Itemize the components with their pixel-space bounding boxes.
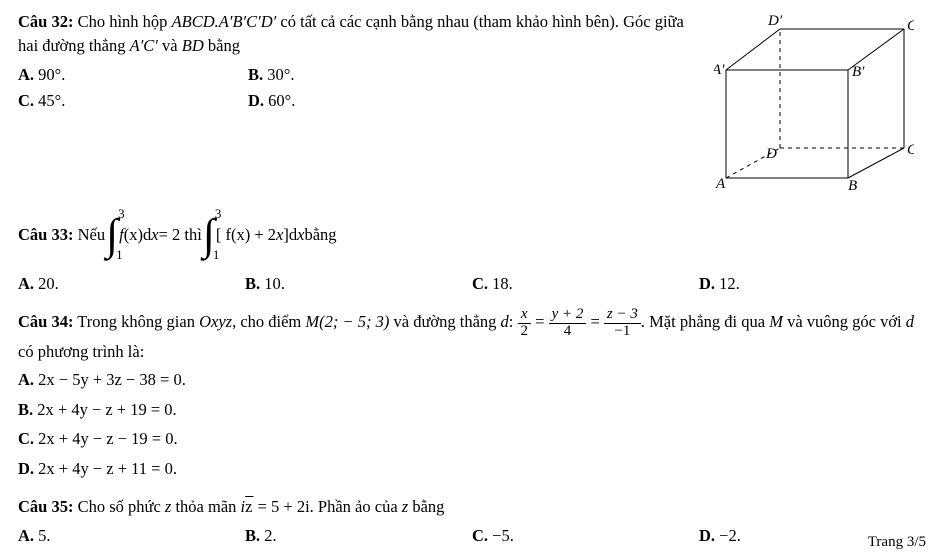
eq1: = xyxy=(531,312,549,331)
q33-optD: 12. xyxy=(715,274,740,293)
q33-mid: = 2 thì xyxy=(159,223,202,247)
integral-2: ∫31 xyxy=(202,215,216,255)
q32-optC-l: C. xyxy=(18,91,34,110)
integrand2d: ]d xyxy=(283,225,297,244)
q34-stem-e: và vuông góc với xyxy=(783,312,906,331)
q35-stem-a: Cho số phức xyxy=(73,497,164,516)
q34-stem-b: , cho điểm xyxy=(232,312,305,331)
q34-optB: 2x + 4y − z + 19 = 0. xyxy=(33,400,177,419)
f1d: 2 xyxy=(518,323,532,340)
q32-optD-l: D. xyxy=(248,91,264,110)
q35-optB: 2. xyxy=(260,526,277,545)
q33-optD-l: D. xyxy=(699,274,715,293)
q34-optB-l: B. xyxy=(18,400,33,419)
q32-optD: 60°. xyxy=(264,91,295,110)
edge xyxy=(726,29,780,70)
q34-stem-d1: . Mặt phẳng đi qua xyxy=(641,312,769,331)
integrand1c: x xyxy=(151,225,158,244)
q32-math1: ABCD.A′B′C′D′ xyxy=(172,12,277,31)
q34-optC: 2x + 4y − z − 19 = 0. xyxy=(34,429,178,448)
f2d: 4 xyxy=(549,323,587,340)
label-Cp: C′ xyxy=(907,18,914,34)
q35-optD: −2. xyxy=(715,526,741,545)
q32-optA-l: A. xyxy=(18,65,34,84)
label-Dp: D′ xyxy=(767,13,783,29)
q32-optB: 30°. xyxy=(263,65,294,84)
q34-math5: d xyxy=(906,312,914,331)
q32-optA: 90°. xyxy=(34,65,65,84)
q34-optC-l: C. xyxy=(18,429,34,448)
label-D: D xyxy=(765,146,777,162)
q34-optD-l: D. xyxy=(18,459,34,478)
f3n: z − 3 xyxy=(607,306,638,322)
q34-colon: : xyxy=(509,312,514,331)
q34-stem-c: và đường thẳng xyxy=(389,312,500,331)
q34-math4: M xyxy=(769,312,783,331)
f1n: x xyxy=(521,306,528,322)
q35-optD-l: D. xyxy=(699,526,715,545)
q32-stem-c: và xyxy=(158,36,182,55)
q33-optB-l: B. xyxy=(245,274,260,293)
q33-optA-l: A. xyxy=(18,274,34,293)
q35-label: Câu 35: xyxy=(18,497,73,516)
eq2: = xyxy=(586,312,604,331)
q32-stem-a: Cho hình hộp xyxy=(73,12,171,31)
hinh-hop-svg: A B C D A′ B′ C′ D′ xyxy=(714,8,914,193)
q35-stem-c: . Phần ảo của xyxy=(310,497,402,516)
label-B: B xyxy=(848,178,857,193)
q35-math2c: = 5 + 2i xyxy=(253,497,309,516)
label-C: C xyxy=(907,142,914,158)
q32-math3: BD xyxy=(182,36,204,55)
q35-optB-l: B. xyxy=(245,526,260,545)
integrand1b: (x)d xyxy=(124,225,152,244)
q35-optC-l: C. xyxy=(472,526,488,545)
q32-stem-d: bằng xyxy=(204,36,240,55)
f3d: −1 xyxy=(604,323,641,340)
integral-1: ∫31 xyxy=(105,215,119,255)
q34-optD: 2x + 4y − z + 11 = 0. xyxy=(34,459,177,478)
f2n: y + 2 xyxy=(552,306,584,322)
q34-math2: M(2; − 5; 3) xyxy=(305,312,389,331)
q34-optA: 2x − 5y + 3z − 38 = 0. xyxy=(34,370,186,389)
page-footer: Trang 3/5 xyxy=(868,534,926,551)
edge xyxy=(848,148,904,178)
label-A: A xyxy=(715,176,726,192)
q34-optA-l: A. xyxy=(18,370,34,389)
q32-optC: 45°. xyxy=(34,91,65,110)
q35-optC: −5. xyxy=(488,526,514,545)
q35-stem-d: bằng xyxy=(408,497,444,516)
q34-stem-a: Trong không gian xyxy=(73,312,199,331)
q33-pre: Nếu xyxy=(73,225,105,244)
q34-math1: Oxyz xyxy=(199,312,232,331)
q33-label: Câu 33: xyxy=(18,225,73,244)
q35-optA-l: A. xyxy=(18,526,34,545)
q32-optB-l: B. xyxy=(248,65,263,84)
integrand2e: x xyxy=(297,225,304,244)
q32-math2: A′C′ xyxy=(130,36,158,55)
q34-math3: d xyxy=(501,312,509,331)
q35-optA: 5. xyxy=(34,526,51,545)
q34-stem-f: có phương trình là: xyxy=(18,342,144,361)
q35-stem-b: thỏa mãn xyxy=(171,497,240,516)
integrand2a: [ f xyxy=(216,225,231,244)
integrand2b: (x) + 2 xyxy=(231,225,276,244)
q32-label: Câu 32: xyxy=(18,12,73,31)
q34-label: Câu 34: xyxy=(18,312,73,331)
label-Bp: B′ xyxy=(852,64,865,80)
q33-optA: 20. xyxy=(34,274,59,293)
q33-optC-l: C. xyxy=(472,274,488,293)
label-Ap: A′ xyxy=(714,62,725,78)
q33-optC: 18. xyxy=(488,274,513,293)
q33-optB: 10. xyxy=(260,274,285,293)
q33-post: bằng xyxy=(304,223,336,247)
